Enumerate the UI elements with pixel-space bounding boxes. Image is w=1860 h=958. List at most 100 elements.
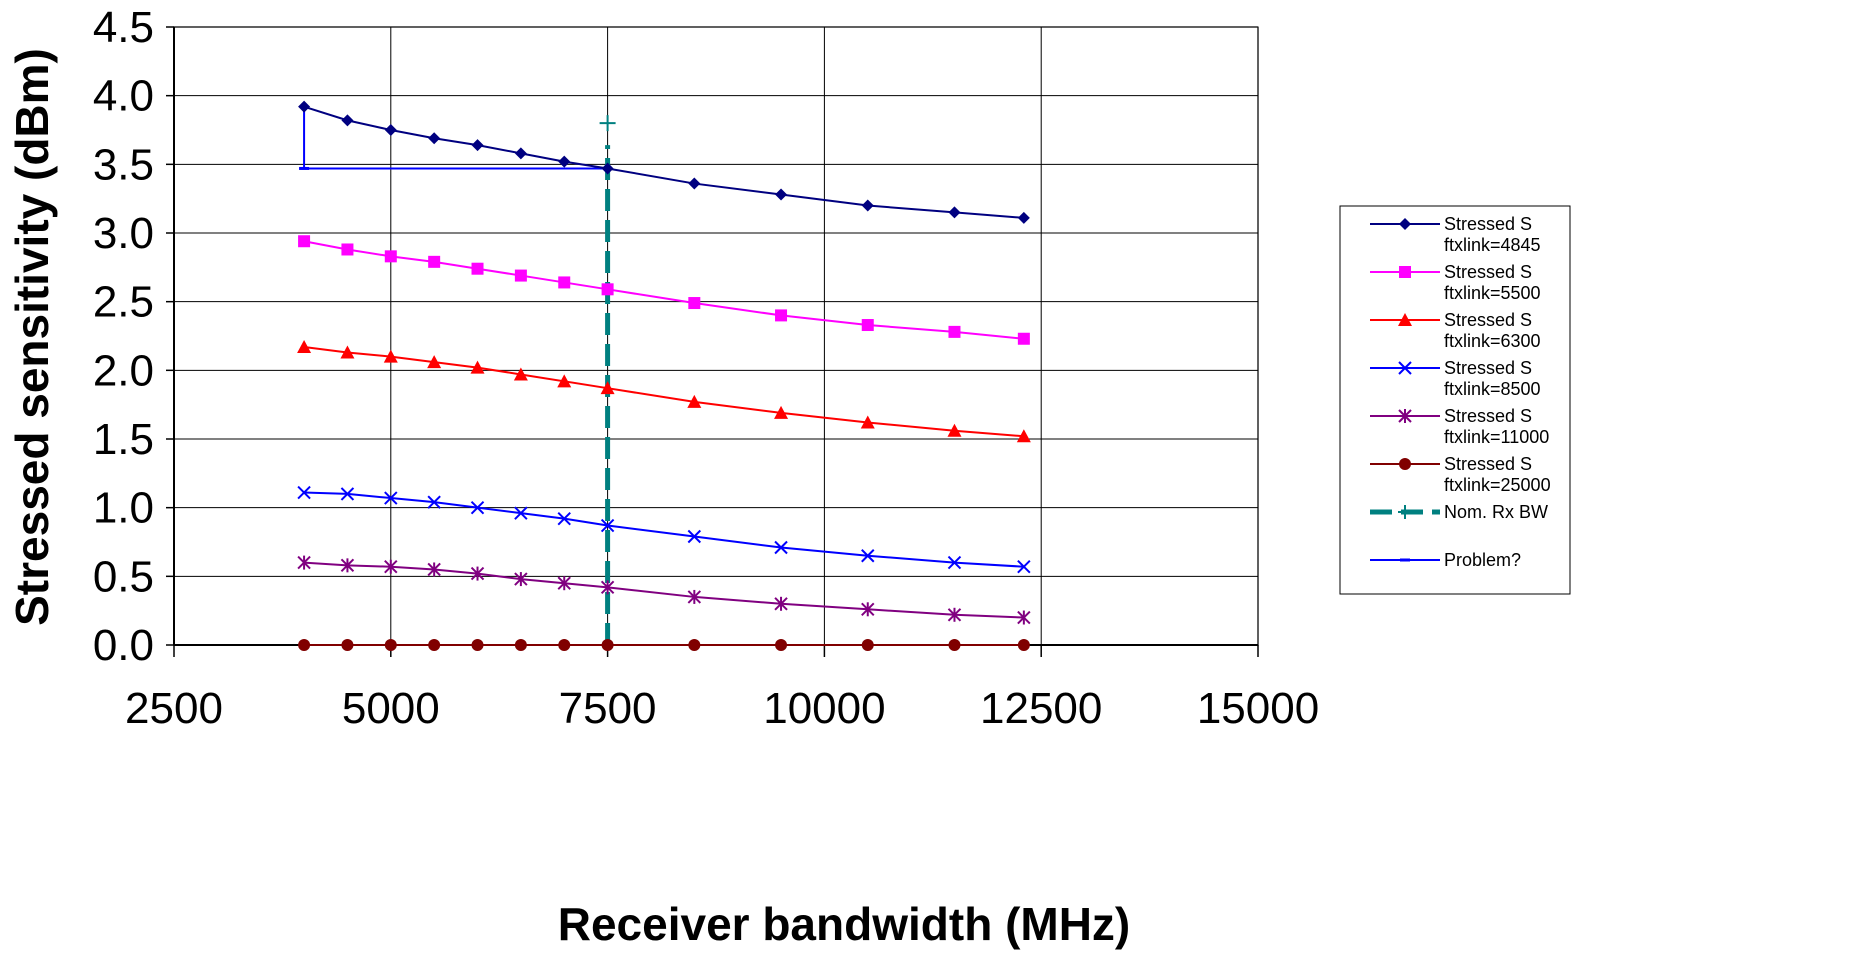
y-tick-label: 1.0 xyxy=(93,484,154,533)
data-point-star xyxy=(557,576,571,591)
y-tick-label: 4.0 xyxy=(93,72,154,121)
data-point-circle xyxy=(688,639,701,651)
data-point-triangle xyxy=(470,360,485,374)
x-stroke xyxy=(600,518,615,533)
x-stroke xyxy=(1398,361,1412,375)
x-stroke xyxy=(384,491,398,505)
x-stroke xyxy=(557,511,571,526)
x-axis-title: Receiver bandwidth (MHz) xyxy=(558,898,1131,950)
data-point-diamond xyxy=(1017,211,1030,224)
legend-label: ftxlink=25000 xyxy=(1444,475,1551,495)
data-point-star xyxy=(1398,409,1412,423)
data-point-star xyxy=(297,555,311,570)
plot-frame xyxy=(173,26,1259,646)
series-ftxlink-25000 xyxy=(298,639,1030,651)
series-line xyxy=(304,561,1024,619)
y-tick-label: 3.0 xyxy=(93,209,154,258)
data-point-square xyxy=(514,269,527,282)
x-stroke xyxy=(427,495,441,509)
x-stroke xyxy=(470,500,485,515)
legend-label: ftxlink=11000 xyxy=(1444,427,1549,447)
data-point-circle xyxy=(514,639,527,651)
legend-label: Stressed S xyxy=(1444,358,1532,378)
data-point-diamond xyxy=(601,162,614,175)
series-ftxlink-8500 xyxy=(297,485,1031,574)
data-point-diamond xyxy=(341,114,354,127)
data-point-star xyxy=(947,607,962,622)
x-tick-label: 2500 xyxy=(125,684,223,733)
x-stroke xyxy=(1017,560,1031,574)
data-point-triangle xyxy=(600,381,615,395)
data-point-circle xyxy=(471,639,484,651)
series-ftxlink-5500 xyxy=(298,235,1030,345)
data-point-square xyxy=(298,235,311,248)
data-point-triangle xyxy=(1398,313,1412,326)
data-point-diamond xyxy=(514,147,527,160)
data-point-diamond xyxy=(861,199,874,212)
data-point-diamond xyxy=(428,132,441,145)
series-line xyxy=(304,491,1024,568)
data-point-star xyxy=(1017,610,1031,625)
legend-label: Problem? xyxy=(1444,550,1521,570)
legend-label: ftxlink=4845 xyxy=(1444,235,1541,255)
series-layer xyxy=(297,100,1031,651)
data-point-circle xyxy=(1017,639,1030,651)
data-point-square xyxy=(1017,332,1030,345)
data-point-square xyxy=(775,309,788,322)
data-point-circle xyxy=(341,639,354,651)
legend-entry-problem: Problem? xyxy=(1370,550,1521,570)
data-point-star xyxy=(427,562,441,577)
data-point-triangle xyxy=(860,415,875,429)
data-point-star xyxy=(384,559,398,574)
legend-entry-nominal: Nom. Rx BW xyxy=(1370,502,1548,522)
data-point-circle xyxy=(948,639,961,651)
data-point-circle xyxy=(428,639,441,651)
data-point-square xyxy=(341,243,354,256)
data-point-x xyxy=(297,485,311,500)
legend-box xyxy=(1339,205,1571,595)
data-point-x xyxy=(427,495,441,509)
data-point-star xyxy=(774,596,788,611)
y-tick-label: 0.5 xyxy=(93,552,154,601)
data-point-x xyxy=(340,487,355,501)
data-point-square xyxy=(688,297,701,310)
data-point-x xyxy=(861,549,875,563)
data-point-diamond xyxy=(558,155,571,168)
grid-layer xyxy=(173,26,1259,646)
y-tick-label: 2.0 xyxy=(93,346,154,395)
legend-label: Stressed S xyxy=(1444,214,1532,234)
data-point-star xyxy=(861,602,875,617)
data-point-x xyxy=(470,500,485,515)
series-line xyxy=(303,105,1024,219)
x-tick-label: 5000 xyxy=(342,684,440,733)
x-tick-label: 15000 xyxy=(1197,684,1319,733)
data-point-diamond xyxy=(298,100,311,113)
data-point-square xyxy=(384,250,397,263)
data-point-star xyxy=(514,572,528,587)
data-point-circle xyxy=(1399,458,1411,470)
series-ftxlink-4845 xyxy=(298,100,1030,224)
legend-label: ftxlink=8500 xyxy=(1444,379,1541,399)
data-point-triangle xyxy=(340,345,355,359)
data-point-square xyxy=(861,319,874,332)
axis-layer: 0.0 0.5 1.0 1.5 2.0 2.5 3.0 3.5 4.0 4.5 2500 5000 75… xyxy=(93,3,1319,733)
data-point-x xyxy=(687,529,702,544)
x-tick-label: 10000 xyxy=(763,684,885,733)
data-point-diamond xyxy=(775,188,788,201)
series-line xyxy=(303,240,1024,340)
data-point-x xyxy=(1017,560,1031,574)
data-point-circle xyxy=(558,639,571,651)
data-point-triangle xyxy=(557,374,572,388)
data-point-x xyxy=(557,511,571,526)
series-ftxlink-6300 xyxy=(297,339,1031,443)
data-point-x xyxy=(384,491,398,505)
data-point-triangle xyxy=(1016,429,1031,443)
data-point-diamond xyxy=(1399,218,1411,230)
data-point-x xyxy=(947,555,962,570)
